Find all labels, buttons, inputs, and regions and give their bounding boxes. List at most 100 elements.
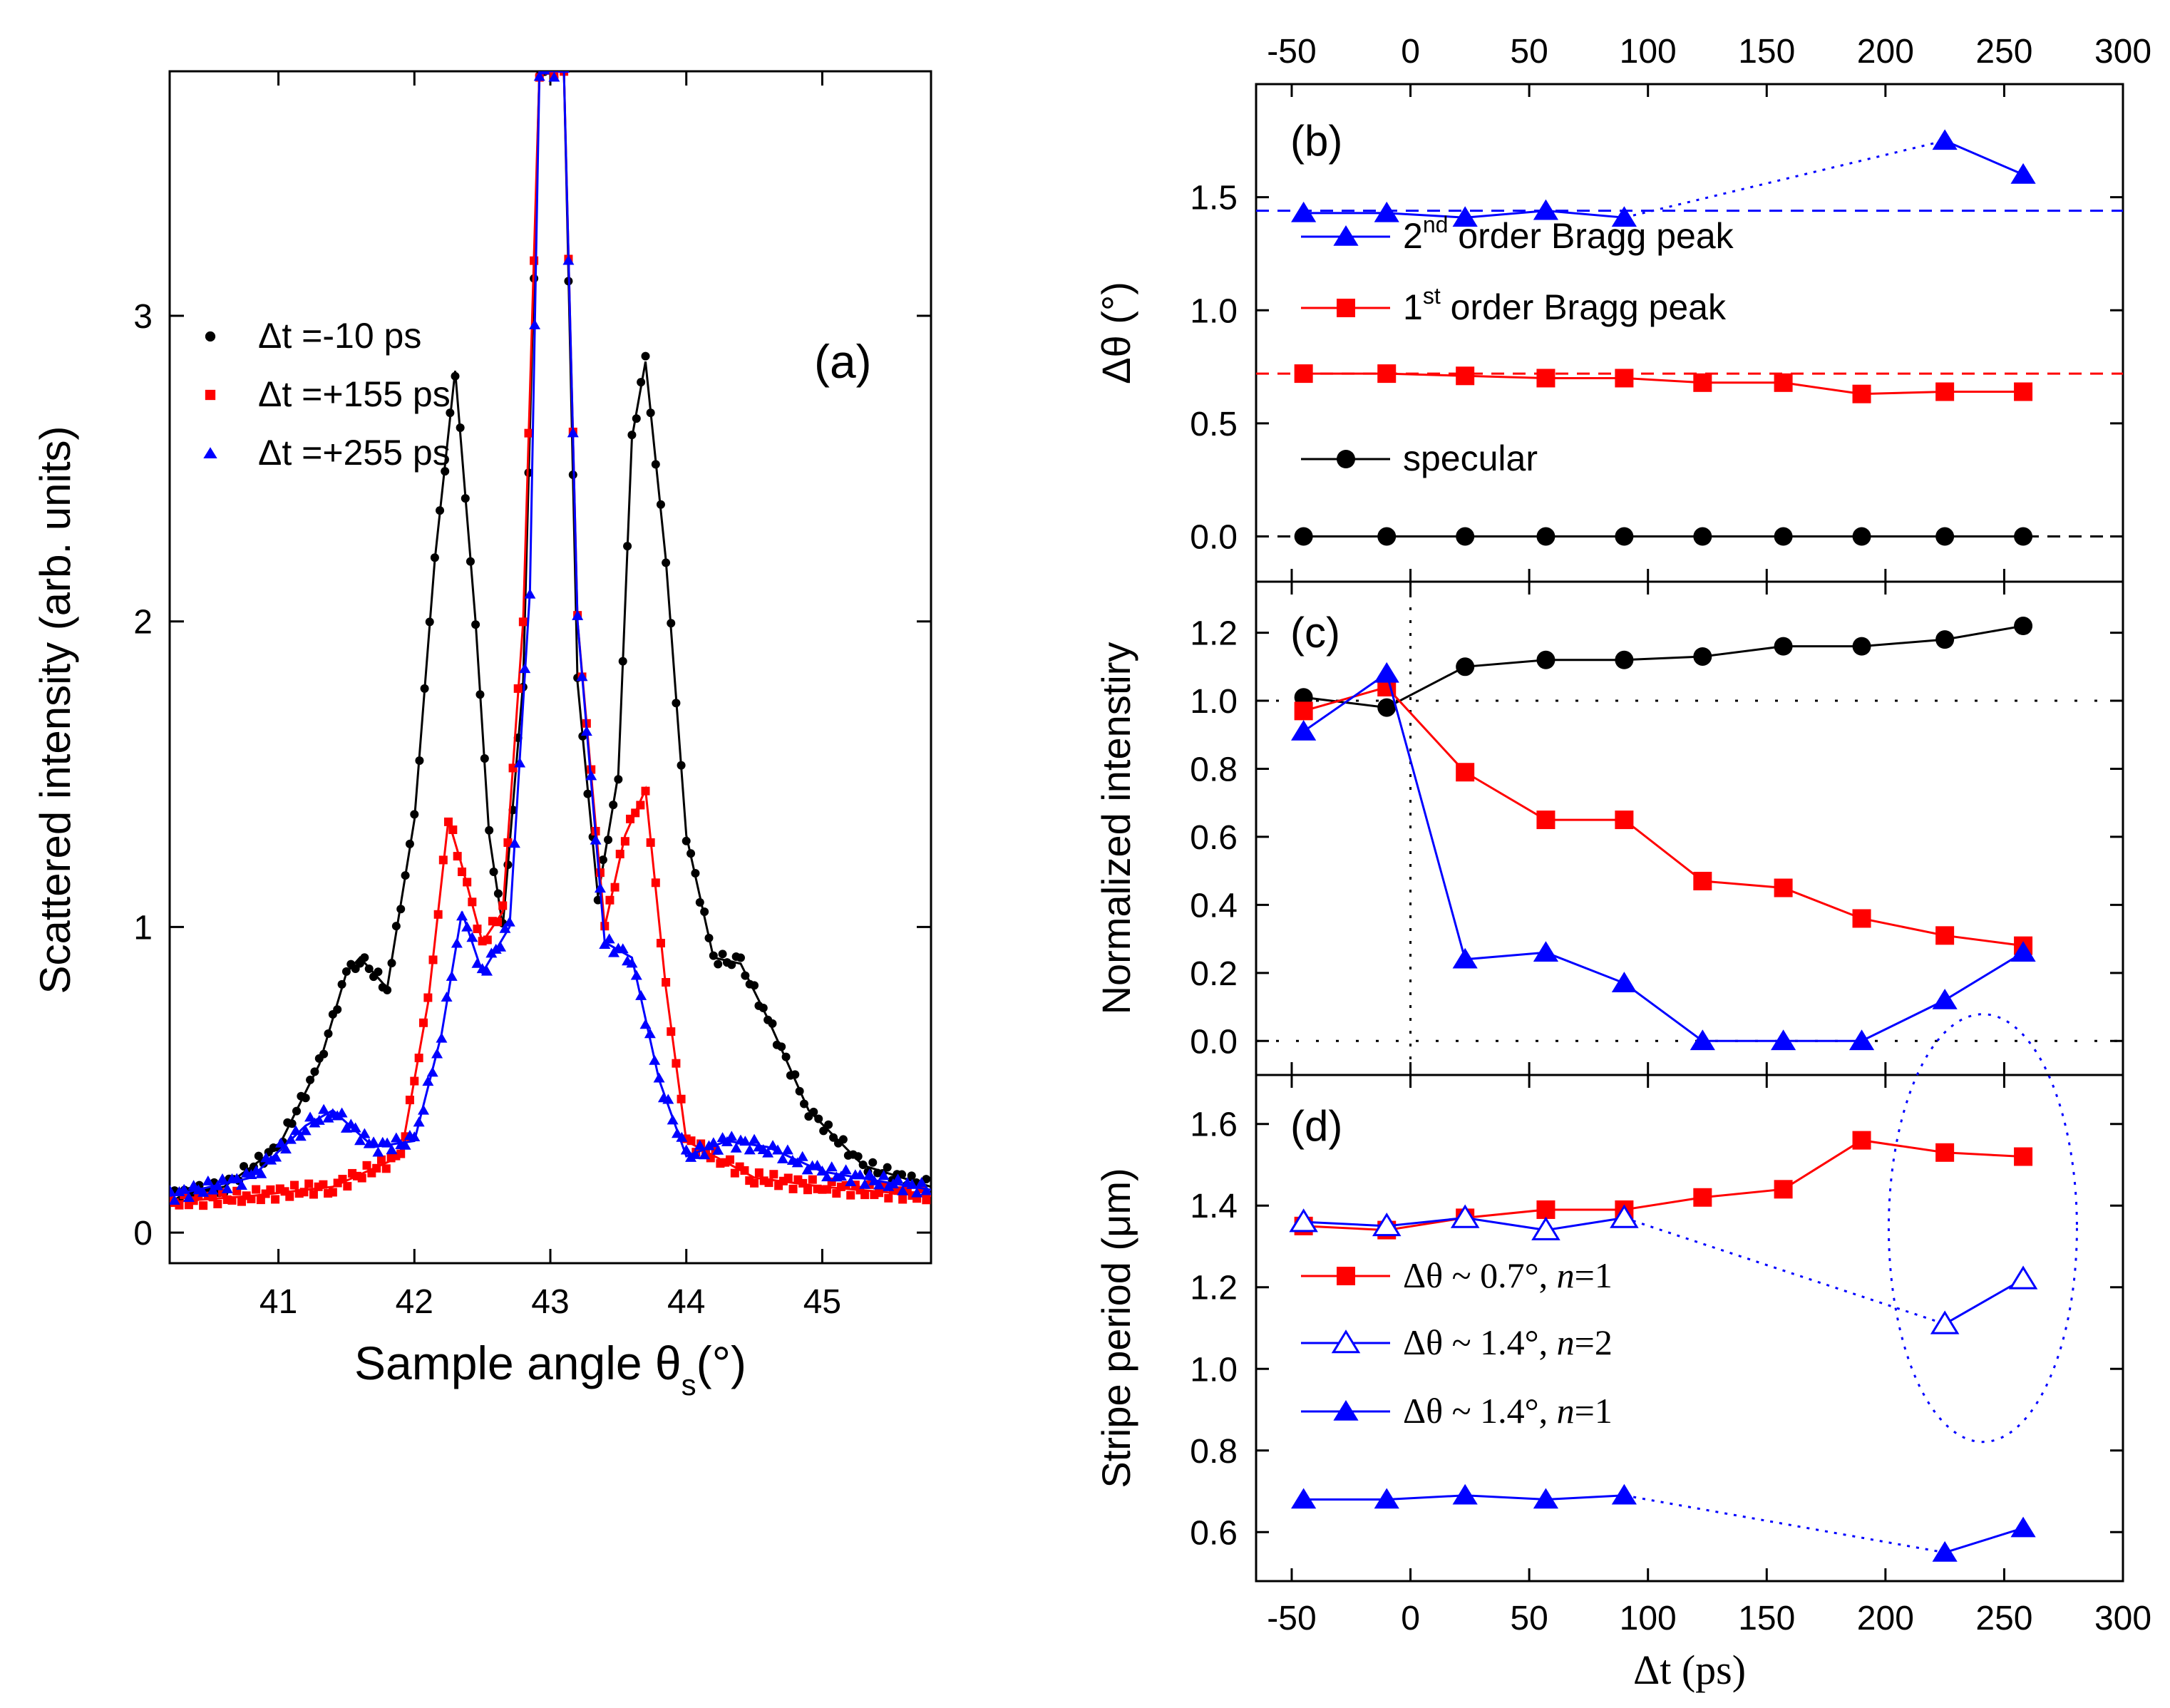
series-a-0-point	[480, 753, 489, 763]
annotation-ellipse	[1887, 1013, 2078, 1444]
series-a-0-point	[814, 1114, 823, 1123]
y-tick-label: 1.4	[1190, 1188, 1238, 1225]
series-a-2-point	[182, 1192, 195, 1203]
series-b-0-gap-line	[1624, 139, 1945, 219]
series-a-2-point	[426, 1066, 438, 1077]
series-a-2-point	[558, 71, 570, 73]
series-a-2-point	[231, 1173, 243, 1183]
series-d-2-gap-line	[1624, 1494, 1945, 1554]
series-a-1-point	[372, 1163, 381, 1173]
series-a-0-point	[441, 467, 450, 476]
series-a-0-point	[614, 775, 623, 784]
series-a-2-point	[635, 989, 647, 1000]
series-c-2-point	[2010, 941, 2036, 962]
series-a-0-point	[410, 810, 419, 819]
series-d-2-point	[2010, 1516, 2036, 1538]
y-tick-label: 0.0	[1190, 1023, 1238, 1061]
series-a-0-point	[254, 1151, 263, 1161]
series-a-2-point	[313, 1114, 325, 1125]
top-x-tick-label: 200	[1857, 33, 1914, 71]
series-a-1-point	[620, 837, 629, 846]
series-a-1-point	[555, 61, 563, 70]
series-a-0-point	[777, 1042, 786, 1051]
series-a-2-point	[212, 1180, 224, 1190]
series-a-2-point	[854, 1169, 866, 1180]
series-a-2-point	[617, 943, 629, 954]
series-a-0-point	[333, 1005, 342, 1014]
series-a-1-point	[898, 1195, 907, 1204]
series-a-1-point	[405, 1096, 414, 1105]
series-a-1-point	[309, 1190, 318, 1199]
series-a-2-line	[170, 71, 931, 1198]
series-b-0-line-end	[1944, 139, 2024, 176]
series-a-0-line	[170, 71, 931, 1198]
series-a-1-point	[803, 1185, 812, 1195]
series-a-2-point	[603, 933, 615, 944]
series-a-1-point	[438, 855, 448, 865]
series-c-1-point	[1852, 909, 1871, 928]
y-tick-label: 3	[133, 298, 153, 336]
series-a-0-point	[292, 1106, 301, 1116]
series-a-1-point	[662, 977, 671, 987]
series-a-0-point	[436, 506, 445, 515]
series-a-1-point	[299, 1188, 309, 1197]
legend-d-1-marker	[1331, 1329, 1361, 1354]
x-tick-label: -50	[1267, 1600, 1316, 1637]
panel-a: 41 42 43 44 45 0 1 2 3 Scattered intensity (arb. …	[31, 61, 932, 1401]
series-a-2-point	[299, 1125, 312, 1136]
series-a-2-point	[524, 588, 536, 599]
series-a-2-point	[202, 1175, 214, 1186]
x-tick-label: 300	[2094, 1600, 2151, 1637]
series-a-2-point	[585, 770, 597, 781]
series-a-2-point	[816, 1166, 828, 1176]
series-a-2-point	[495, 941, 507, 952]
series-a-2-point	[772, 1144, 784, 1155]
y-tick-label: 0.6	[1190, 1514, 1238, 1552]
series-a-2-point	[461, 921, 473, 932]
y-tick-label: 0.6	[1190, 819, 1238, 857]
series-a-0-point	[709, 951, 718, 960]
panel-c: 0.0 0.2 0.4 0.6 0.8 1.0 1.2 Normalized intensti…	[1094, 580, 2124, 1076]
series-a-2-point	[776, 1153, 788, 1163]
series-a-2-point	[309, 1117, 321, 1128]
series-a-2-point	[451, 937, 463, 948]
series-a-0-point	[795, 1086, 804, 1096]
y-tick-label: 0.8	[1190, 751, 1238, 788]
series-a-1-point	[687, 1136, 696, 1146]
series-a-2-point	[331, 1110, 344, 1121]
series-d-2-point	[1533, 1488, 1559, 1509]
series-a-2-point	[762, 1147, 774, 1158]
top-x-tick-label: -50	[1267, 33, 1316, 71]
series-b-2-point	[1456, 527, 1475, 546]
y-tick-label: 0.0	[1190, 519, 1238, 557]
series-a-1-line	[170, 71, 931, 1203]
series-b-1-point	[1456, 366, 1475, 386]
series-b-1-point	[1693, 373, 1712, 392]
panel-d-frame	[1255, 1074, 2124, 1583]
series-a-0-point	[446, 408, 455, 418]
series-a-2-point	[533, 71, 545, 81]
series-a-2-point	[835, 1171, 847, 1181]
series-d-2-point	[1932, 1540, 1958, 1562]
series-a-1-point	[319, 1180, 328, 1189]
legend-d-2-marker	[1333, 1400, 1359, 1421]
series-a-2-point	[255, 1168, 267, 1178]
series-a-0-point	[898, 1170, 907, 1179]
series-a-1-point	[357, 1173, 366, 1183]
legend-b-2-marker	[1337, 450, 1355, 468]
series-c-1-point	[1536, 811, 1555, 830]
series-a-0-point	[383, 985, 392, 994]
series-a-1-point	[783, 1173, 793, 1183]
series-a-2-point	[431, 1048, 443, 1059]
series-a-1-point	[922, 1195, 931, 1205]
series-d-2-point	[1291, 1488, 1317, 1509]
series-a-0-point	[324, 1029, 333, 1039]
series-a-1-point	[170, 1193, 174, 1202]
series-a-2-point	[873, 1179, 885, 1190]
y-axis-label: Scattered intensity (arb. units)	[31, 426, 79, 994]
series-a-2-point	[553, 61, 565, 71]
x-tick-label: 43	[531, 1283, 569, 1321]
series-a-0-point	[682, 836, 691, 845]
series-a-2-point	[508, 838, 520, 848]
